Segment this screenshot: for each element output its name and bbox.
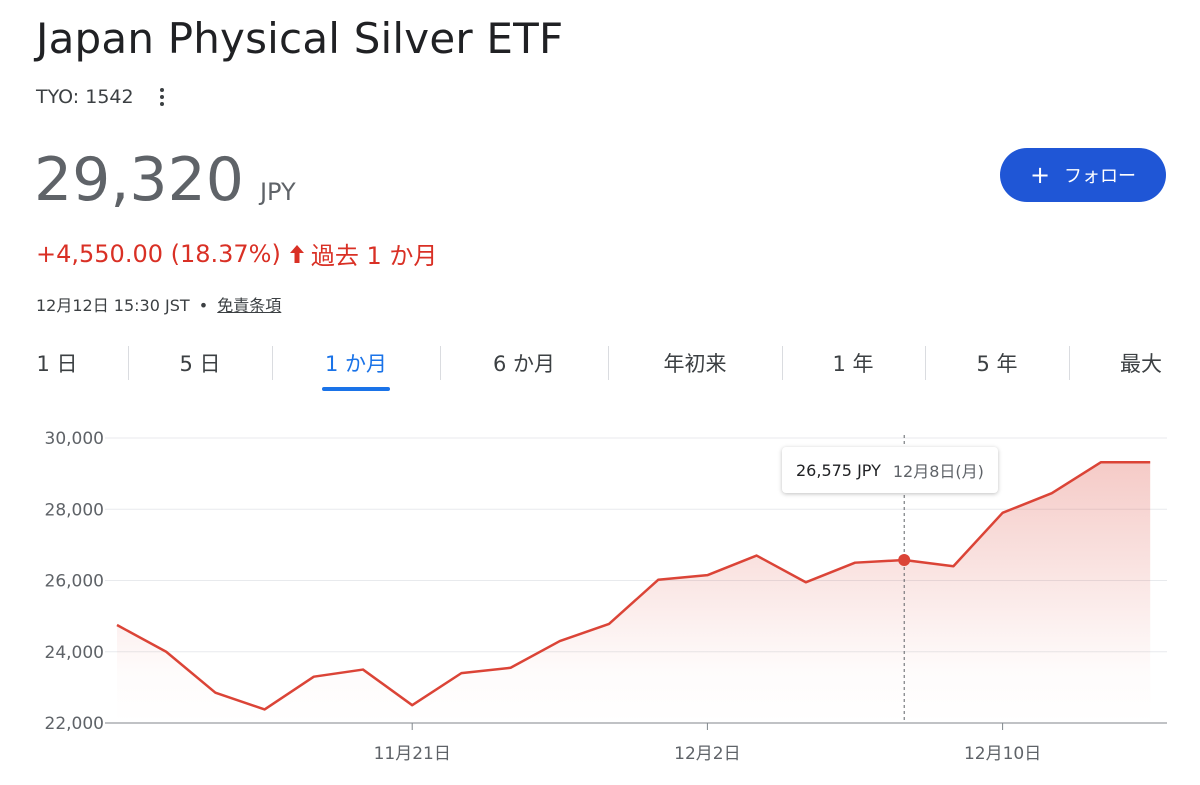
tooltip-price: 26,575 JPY	[796, 460, 881, 480]
current-price: 29,320	[34, 145, 244, 215]
more-vert-icon[interactable]	[152, 86, 172, 108]
tab-divider	[440, 346, 441, 380]
tab-divider	[272, 346, 273, 380]
price-chart: 30,000 28,000 26,000 24,000 22,000 11月21日 12月2…	[45, 429, 1167, 764]
price-line	[116, 460, 1151, 711]
price-change: +4,550.00 (18.37%)	[36, 239, 281, 268]
tab-divider	[128, 346, 129, 380]
tab-divider	[782, 346, 783, 380]
separator-dot: •	[198, 296, 209, 315]
y-tick-label: 30,000	[45, 429, 104, 449]
tab-range-2[interactable]: 1 か月	[324, 352, 388, 376]
tab-range-0[interactable]: 1 日	[36, 352, 78, 376]
y-tick-label: 28,000	[45, 500, 104, 520]
arrow-up-icon	[289, 244, 304, 263]
disclaimer-link[interactable]: 免責条項	[217, 296, 282, 315]
tab-range-6[interactable]: 5 年	[976, 352, 1018, 376]
tab-divider	[608, 346, 609, 380]
tooltip-date: 12月8日(月)	[892, 462, 984, 481]
range-tabs: 1 日 5 日 1 か月 6 か月 年初来 1 年 5 年 最大	[0, 340, 1200, 396]
tab-range-5[interactable]: 1 年	[832, 352, 874, 376]
tab-range-7[interactable]: 最大	[1120, 352, 1162, 376]
timestamp-row: 12月12日 15:30 JST • 免責条項	[36, 292, 281, 316]
ticker-row: TYO: 1542	[36, 86, 172, 108]
tab-range-3[interactable]: 6 か月	[492, 352, 556, 376]
tab-range-1[interactable]: 5 日	[179, 352, 221, 376]
ticker-symbol: TYO: 1542	[36, 86, 134, 108]
chart-tooltip: 26,575 JPY 12月8日(月)	[782, 447, 998, 493]
change-period: 過去 1 か月	[310, 242, 438, 270]
x-tick-label: 12月2日	[674, 744, 740, 764]
y-tick-label: 24,000	[45, 643, 104, 663]
y-tick-label: 26,000	[45, 572, 104, 592]
price-change-row: +4,550.00 (18.37%) 過去 1 か月	[36, 236, 437, 271]
x-tick-label: 11月21日	[374, 744, 451, 764]
y-tick-label: 22,000	[45, 714, 104, 734]
currency-label: JPY	[259, 178, 296, 206]
follow-button[interactable]: + フォロー	[1000, 148, 1166, 202]
timestamp: 12月12日 15:30 JST	[36, 296, 190, 315]
price-area	[117, 462, 1151, 723]
active-tab-indicator	[322, 387, 390, 391]
follow-button-label: フォロー	[1064, 166, 1137, 187]
price-row: 29,320 JPY	[34, 150, 296, 210]
page-title: Japan Physical Silver ETF	[36, 14, 564, 63]
tab-divider	[1069, 346, 1070, 380]
x-tick-label: 12月10日	[964, 744, 1041, 764]
highlight-point	[898, 554, 911, 567]
tab-divider	[925, 346, 926, 380]
tab-range-4[interactable]: 年初来	[663, 352, 727, 376]
plus-icon: +	[1029, 161, 1051, 189]
